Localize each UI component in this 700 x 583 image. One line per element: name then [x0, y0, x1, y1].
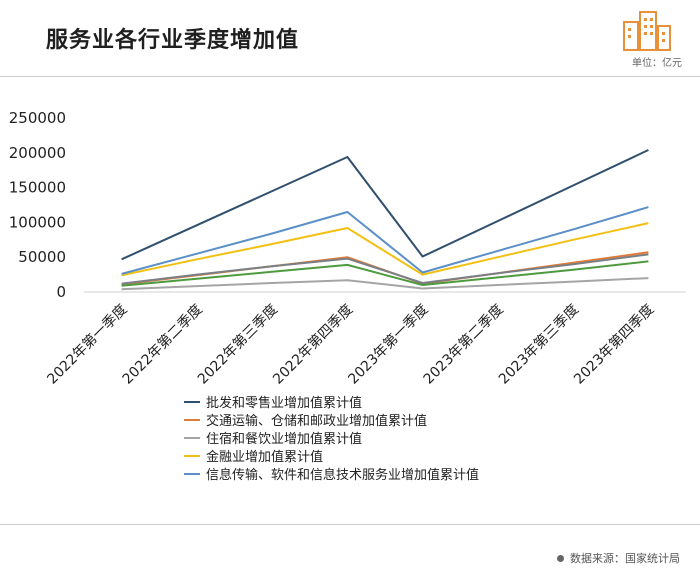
series-line-5 — [121, 260, 649, 287]
y-tick-label: 150000 — [9, 179, 66, 197]
series-line-2 — [121, 277, 649, 291]
top-divider — [0, 76, 700, 77]
x-tick-label: 2023年第三季度 — [495, 301, 582, 388]
x-tick-label: 2022年第一季度 — [44, 301, 131, 388]
series-line-0 — [121, 149, 649, 261]
legend-label-3: 金融业增加值累计值 — [206, 449, 323, 465]
x-tick-label: 2023年第一季度 — [345, 301, 432, 388]
bottom-divider — [0, 524, 700, 525]
series-line-3 — [121, 222, 649, 277]
legend-label-2: 住宿和餐饮业增加值累计值 — [206, 431, 362, 447]
source-text: 数据来源：国家统计局 — [570, 552, 680, 565]
source-note: 数据来源：国家统计局 — [557, 550, 680, 566]
line-chart: 0500001000001500002000002500002022年第一季度2… — [9, 109, 686, 483]
unit-label: 单位：亿元 — [632, 58, 682, 69]
x-tick-label: 2022年第三季度 — [194, 301, 281, 388]
building-logo-icon — [623, 11, 671, 51]
legend-label-1: 交通运输、仓储和邮政业增加值累计值 — [206, 413, 427, 429]
y-tick-label: 50000 — [18, 248, 66, 266]
bullet-icon — [557, 554, 564, 562]
series-line-1 — [121, 251, 649, 286]
y-tick-label: 200000 — [9, 144, 66, 162]
x-tick-label: 2022年第四季度 — [269, 301, 356, 388]
legend-label-0: 批发和零售业增加值累计值 — [206, 395, 362, 411]
x-tick-label: 2023年第二季度 — [420, 301, 507, 388]
y-tick-label: 100000 — [9, 213, 66, 231]
chart-title: 服务业各行业季度增加值 — [46, 28, 300, 53]
x-tick-label: 2022年第二季度 — [119, 301, 206, 388]
x-tick-label: 2023年第四季度 — [570, 301, 657, 388]
y-tick-label: 250000 — [9, 109, 66, 127]
series-line-6 — [121, 253, 649, 285]
y-tick-label: 0 — [56, 283, 66, 301]
series-line-4 — [121, 206, 649, 275]
legend-label-4: 信息传输、软件和信息技术服务业增加值累计值 — [206, 467, 479, 483]
